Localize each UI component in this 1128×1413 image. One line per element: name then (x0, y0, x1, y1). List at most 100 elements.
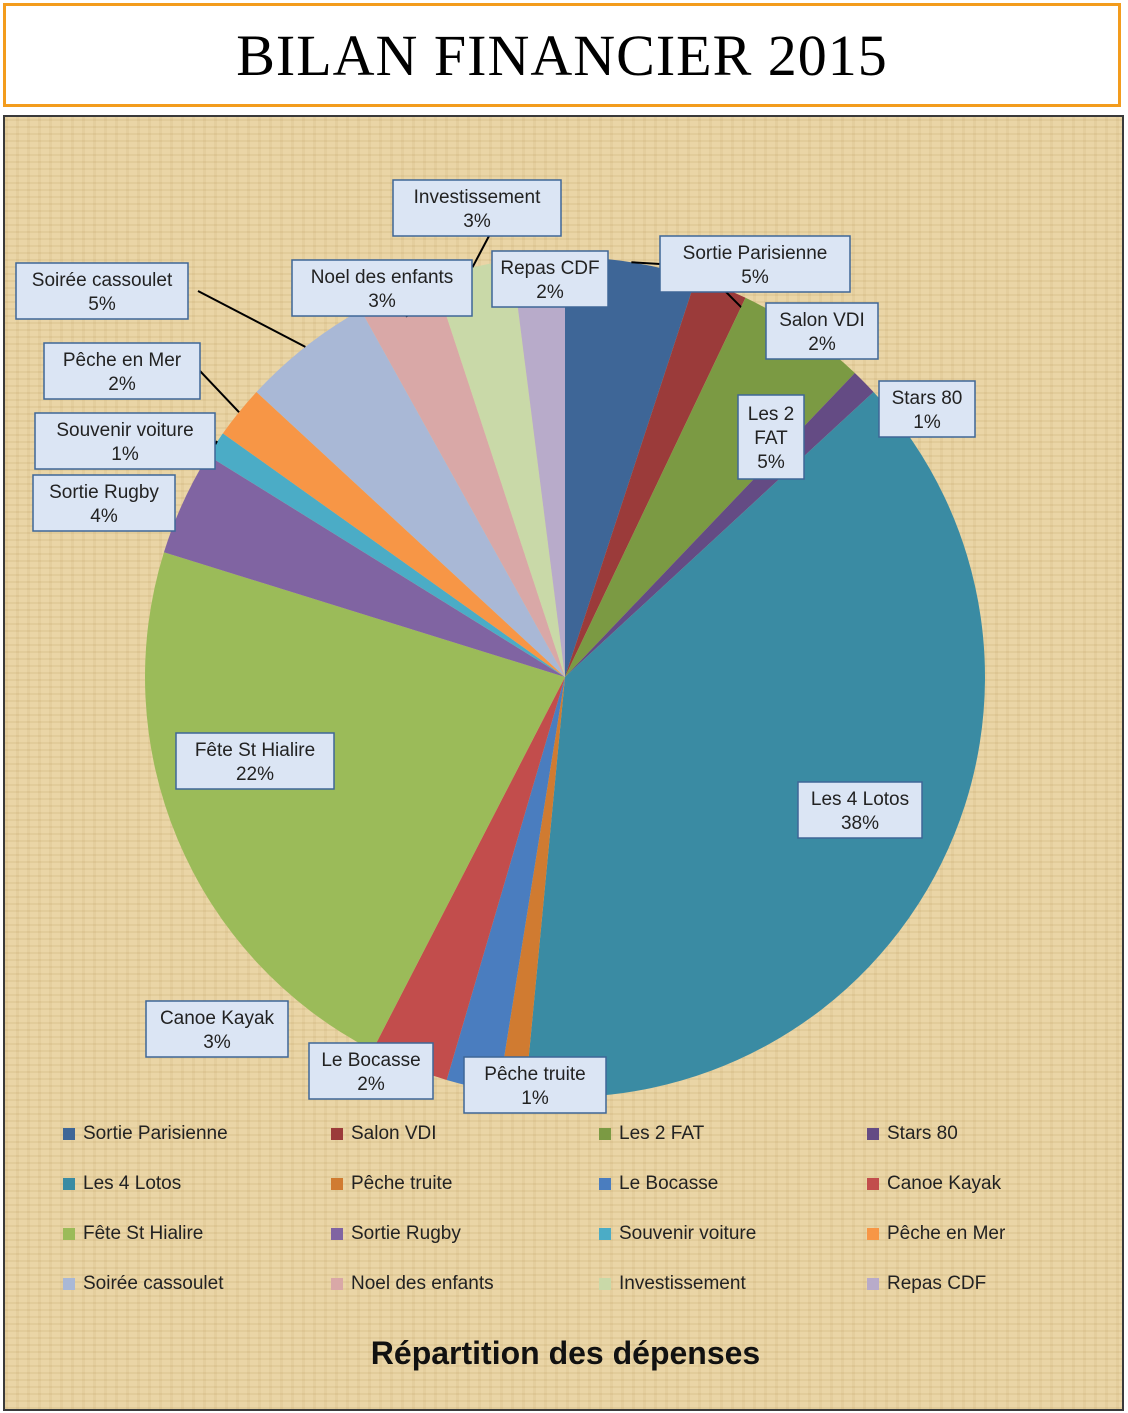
data-label-value: 3% (463, 211, 491, 232)
data-label-value: 5% (88, 294, 116, 315)
legend-swatch (867, 1228, 879, 1240)
legend-item-sortie-rugby: Sortie Rugby (331, 1222, 461, 1246)
data-label-name: Soirée cassoulet (32, 270, 173, 291)
data-label-les-4-lotos: Les 4 Lotos 38% (797, 781, 923, 839)
data-label-value: 3% (368, 291, 396, 312)
legend-item-investissement: Investissement (599, 1272, 746, 1296)
legend-label: Les 4 Lotos (83, 1173, 182, 1194)
legend-item-repas-cdf: Repas CDF (867, 1272, 986, 1296)
data-label-sortie-parisienne: Sortie Parisienne 5% (659, 235, 851, 293)
data-label-soiree-cassoulet: Soirée cassoulet 5% (15, 262, 189, 320)
data-label-name: Sortie Rugby (49, 482, 159, 503)
data-label-repas-cdf: Repas CDF 2% (491, 250, 609, 308)
legend-item-peche-en-mer: Pêche en Mer (867, 1222, 1005, 1246)
data-label-value: 1% (521, 1088, 549, 1109)
legend-item-sortie-parisienne: Sortie Parisienne (63, 1122, 228, 1146)
pie-slice-souvenir-voiture (208, 433, 565, 677)
data-label-name: Souvenir voiture (56, 420, 193, 441)
pie-slice-sortie-parisienne (565, 257, 697, 677)
legend-label: Fête St Hialire (83, 1223, 204, 1244)
pie-slice-peche-truite (498, 677, 565, 1096)
data-label-name: Pêche truite (484, 1064, 585, 1085)
pie-slice-noel-des-enfants (360, 277, 565, 677)
chart-title: Répartition des dépenses (370, 1335, 761, 1371)
legend-item-les-2-fat: Les 2 FAT (599, 1122, 704, 1146)
data-label-name: Sortie Parisienne (683, 243, 828, 264)
legend-label: Pêche truite (351, 1173, 453, 1194)
data-label-name: Noel des enfants (311, 267, 454, 288)
legend-swatch (63, 1228, 75, 1240)
pie-slice-soiree-cassoulet (256, 309, 565, 677)
pie-slice-repas-cdf (511, 257, 565, 677)
data-label-value: 2% (536, 282, 564, 303)
legend-label: Soirée cassoulet (83, 1273, 224, 1294)
legend-swatch (867, 1128, 879, 1140)
legend-label: Pêche en Mer (887, 1223, 1006, 1244)
legend-item-stars-80: Stars 80 (867, 1122, 958, 1146)
pie-slice-fete-st-hialire (145, 552, 566, 1051)
data-label-value: 22% (236, 764, 274, 785)
data-label-souvenir-voiture: Souvenir voiture 1% (34, 412, 216, 470)
data-label-name: Salon VDI (779, 310, 865, 331)
data-label-value: 1% (913, 412, 941, 433)
data-label-name: Investissement (414, 187, 541, 208)
legend-item-fete-st-hialire: Fête St Hialire (63, 1222, 203, 1246)
legend-swatch (331, 1228, 343, 1240)
data-label-name: Fête St Hialire (195, 740, 315, 761)
legend-label: Le Bocasse (619, 1173, 719, 1194)
legend-label: Noel des enfants (351, 1273, 494, 1294)
data-label-stars-80: Stars 80 1% (878, 380, 976, 438)
data-label-investissement: Investissement 3% (392, 179, 562, 237)
title-box: BILAN FINANCIER 2015 (3, 3, 1121, 107)
legend-swatch (331, 1178, 343, 1190)
legend-item-salon-vdi: Salon VDI (331, 1122, 437, 1146)
data-label-peche-en-mer: Pêche en Mer 2% (43, 342, 201, 400)
data-label-peche-truite: Pêche truite 1% (463, 1056, 607, 1114)
data-label-name: FAT (754, 428, 788, 449)
legend-swatch (867, 1178, 879, 1190)
pie-slice-le-bocasse (446, 677, 565, 1092)
pie-slice-salon-vdi (565, 277, 746, 677)
legend-swatch (63, 1178, 75, 1190)
data-label-value: 1% (111, 444, 139, 465)
leader-line-soiree-cassoulet (197, 290, 306, 348)
legend-swatch (331, 1278, 343, 1290)
legend-item-canoe-kayak: Canoe Kayak (867, 1172, 1001, 1196)
data-label-name: Stars 80 (892, 388, 963, 409)
leader-line-investissement (471, 235, 490, 268)
legend-item-soiree-cassoulet: Soirée cassoulet (63, 1272, 223, 1296)
data-label-name: Les 2 (748, 404, 794, 425)
data-label-noel-des-enfants: Noel des enfants 3% (291, 259, 473, 317)
legend-label: Investissement (619, 1273, 746, 1294)
data-label-salon-vdi: Salon VDI 2% (765, 302, 879, 360)
data-label-value: 2% (808, 334, 836, 355)
pie-slice-peche-en-mer (222, 392, 565, 677)
legend-item-noel-des-enfants: Noel des enfants (331, 1272, 494, 1296)
legend-item-souvenir-voiture: Souvenir voiture (599, 1222, 756, 1246)
legend-swatch (599, 1128, 611, 1140)
legend-item-le-bocasse: Le Bocasse (599, 1172, 718, 1196)
data-label-value: 4% (90, 506, 118, 527)
data-label-les-2-fat: Les 2 FAT 5% (737, 394, 805, 480)
pie-slice-sortie-rugby (163, 455, 566, 677)
pie-slice-les-4-lotos (525, 392, 985, 1097)
data-label-fete-st-hialire: Fête St Hialire 22% (175, 732, 335, 790)
pie-chart: Sortie Parisienne 5% Salon VDI 2% Les 2 FAT 5%… (15, 179, 985, 1114)
pie-slice-les-2-fat (565, 297, 855, 677)
chart-area: Sortie Parisienne 5% Salon VDI 2% Les 2 FAT 5%… (3, 115, 1124, 1411)
legend-item-peche-truite: Pêche truite (331, 1172, 452, 1196)
data-label-name: Les 4 Lotos (811, 789, 909, 810)
legend-label: Sortie Rugby (351, 1223, 461, 1244)
legend-swatch (63, 1278, 75, 1290)
data-label-name: Repas CDF (500, 258, 599, 279)
legend-label: Les 2 FAT (619, 1123, 705, 1144)
legend-swatch (331, 1128, 343, 1140)
legend-label: Sortie Parisienne (83, 1123, 228, 1144)
legend-swatch (867, 1278, 879, 1290)
data-label-name: Le Bocasse (321, 1050, 420, 1071)
data-label-value: 5% (757, 452, 785, 473)
legend-swatch (599, 1178, 611, 1190)
legend-swatch (599, 1228, 611, 1240)
pie-slice-investissement (433, 260, 565, 677)
data-label-canoe-kayak: Canoe Kayak 3% (145, 1000, 289, 1058)
